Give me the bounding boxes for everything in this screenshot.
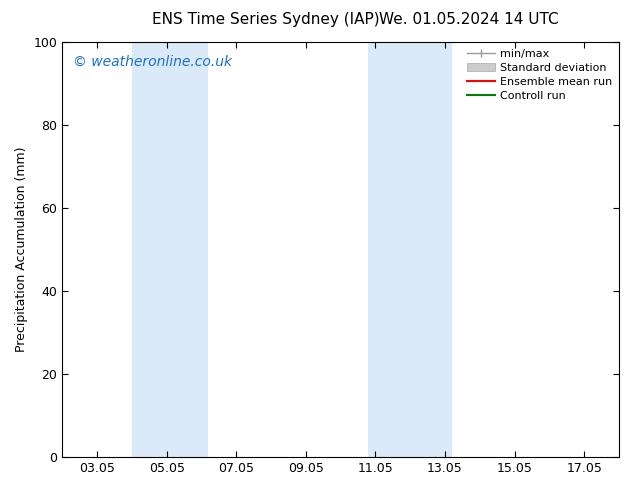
Y-axis label: Precipitation Accumulation (mm): Precipitation Accumulation (mm) xyxy=(15,147,28,352)
Bar xyxy=(368,42,452,457)
Bar xyxy=(132,42,209,457)
Legend: min/max, Standard deviation, Ensemble mean run, Controll run: min/max, Standard deviation, Ensemble me… xyxy=(463,46,616,104)
Text: We. 01.05.2024 14 UTC: We. 01.05.2024 14 UTC xyxy=(379,12,559,27)
Text: © weatheronline.co.uk: © weatheronline.co.uk xyxy=(74,54,233,69)
Text: ENS Time Series Sydney (IAP): ENS Time Series Sydney (IAP) xyxy=(152,12,380,27)
